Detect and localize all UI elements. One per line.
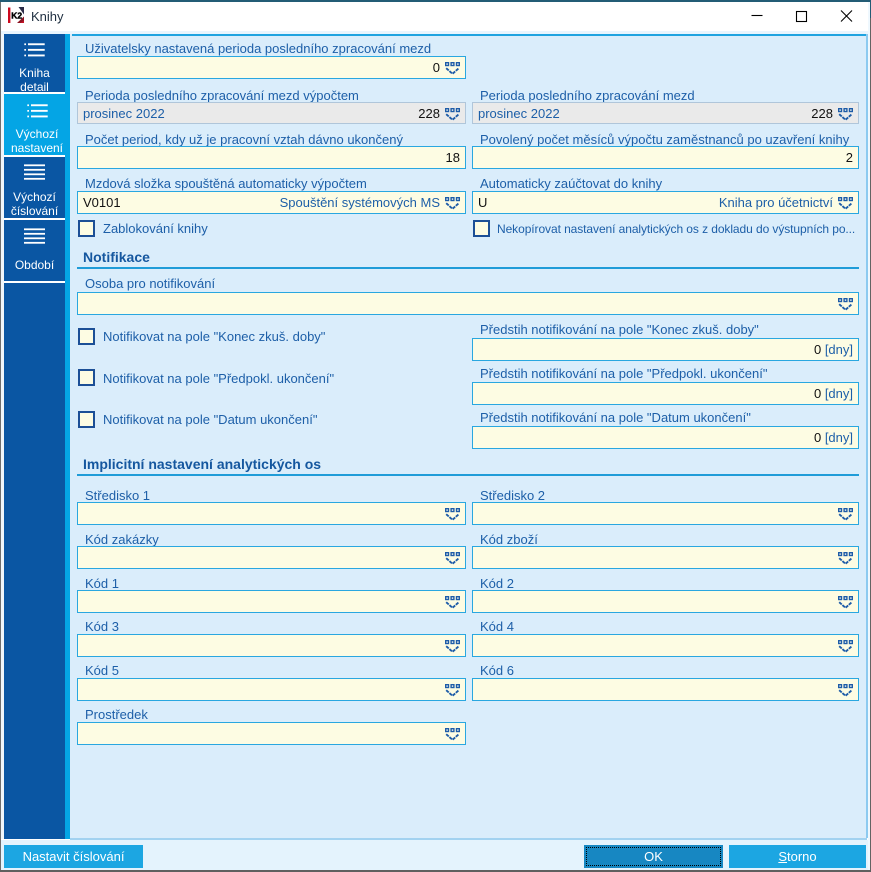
svg-text:K2: K2 [11,11,22,21]
